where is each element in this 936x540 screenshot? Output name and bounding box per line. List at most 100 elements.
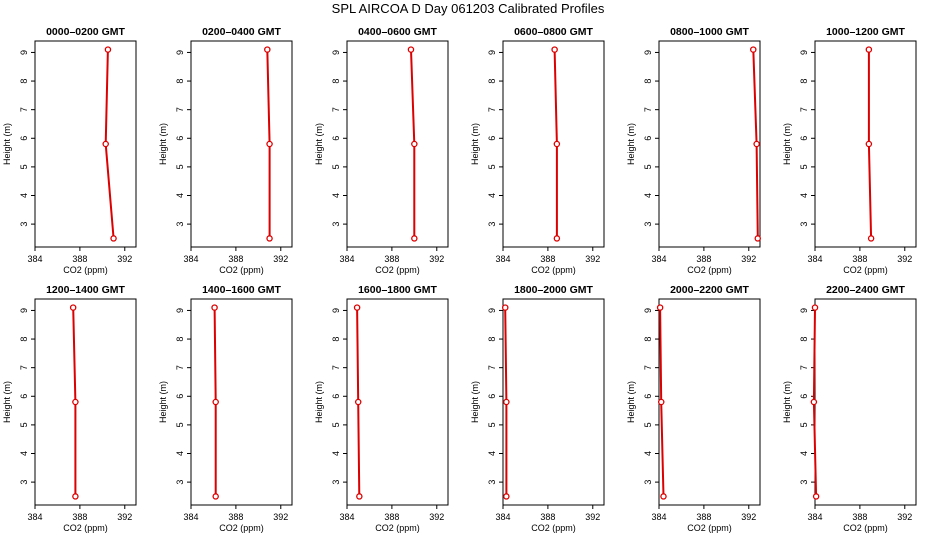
y-tick-label: 9 (331, 50, 341, 55)
data-point (503, 398, 510, 406)
panel-title: 0000–0200 GMT (46, 26, 125, 38)
data-point (69, 304, 77, 311)
data-point (865, 140, 873, 148)
panel-2: 0200–0400 GMT 384 388 392 3 4 5 6 7 8 9 CO2 (ppm) He… (158, 26, 293, 275)
y-axis-label: Height (m) (626, 381, 636, 423)
x-axis-label: CO2 (ppm) (63, 265, 108, 275)
data-point (212, 493, 219, 500)
y-tick-label: 7 (487, 107, 497, 112)
data-point (553, 140, 561, 148)
data-point (266, 235, 273, 242)
plot-frame (658, 298, 761, 506)
y-tick-label: 9 (175, 50, 185, 55)
y-tick-label: 4 (19, 193, 29, 198)
y-tick-label: 6 (19, 136, 29, 141)
x-axis-label: CO2 (ppm) (531, 265, 576, 275)
y-tick-label: 9 (487, 50, 497, 55)
x-tick-label: 392 (897, 254, 912, 264)
y-tick-label: 8 (175, 79, 185, 84)
panel-10: 1800–2000 GMT 384 388 392 3 4 5 6 7 8 9 CO2 (ppm) He… (470, 284, 605, 533)
y-tick-label: 9 (799, 308, 809, 313)
plot-frame (346, 40, 449, 248)
x-tick-label: 384 (339, 512, 354, 522)
panel-title: 0800–1000 GMT (670, 26, 749, 38)
y-tick-label: 5 (175, 422, 185, 427)
panel-6: 1000–1200 GMT 384 388 392 3 4 5 6 7 8 9 CO2 (ppm) He… (782, 26, 917, 275)
y-tick-label: 5 (487, 422, 497, 427)
x-axis-label: CO2 (ppm) (219, 523, 264, 533)
panel-title: 1800–2000 GMT (514, 284, 593, 296)
y-tick-label: 9 (175, 308, 185, 313)
x-tick-label: 388 (696, 512, 711, 522)
y-tick-label: 4 (487, 451, 497, 456)
data-point (503, 493, 510, 500)
y-tick-label: 6 (643, 136, 653, 141)
y-tick-label: 7 (175, 107, 185, 112)
plot-frame (502, 40, 605, 248)
x-axis-label: CO2 (ppm) (843, 523, 888, 533)
y-tick-label: 5 (19, 164, 29, 169)
y-tick-label: 4 (175, 451, 185, 456)
y-tick-label: 6 (19, 394, 29, 399)
y-tick-label: 8 (19, 79, 29, 84)
x-tick-label: 384 (27, 512, 42, 522)
plot-frame (190, 40, 293, 248)
y-tick-label: 4 (331, 193, 341, 198)
data-point (754, 235, 762, 242)
panel-4: 0600–0800 GMT 384 388 392 3 4 5 6 7 8 9 CO2 (ppm) He… (470, 26, 605, 275)
y-tick-label: 7 (643, 107, 653, 112)
y-tick-label: 9 (19, 50, 29, 55)
y-tick-label: 3 (643, 222, 653, 227)
x-axis-label: CO2 (ppm) (843, 265, 888, 275)
x-tick-label: 384 (807, 254, 822, 264)
y-tick-label: 6 (175, 136, 185, 141)
y-tick-label: 6 (487, 394, 497, 399)
data-point (407, 46, 415, 53)
panel-title: 0200–0400 GMT (202, 26, 281, 38)
data-point (812, 493, 820, 500)
y-tick-label: 8 (331, 79, 341, 84)
x-axis-label: CO2 (ppm) (531, 523, 576, 533)
y-tick-label: 4 (643, 193, 653, 198)
y-tick-label: 8 (799, 79, 809, 84)
y-tick-label: 3 (487, 480, 497, 485)
x-tick-label: 384 (807, 512, 822, 522)
y-tick-label: 5 (19, 422, 29, 427)
y-tick-label: 8 (643, 337, 653, 342)
x-tick-label: 384 (339, 254, 354, 264)
panel-9: 1600–1800 GMT 384 388 392 3 4 5 6 7 8 9 CO2 (ppm) He… (314, 284, 449, 533)
y-tick-label: 3 (487, 222, 497, 227)
y-tick-label: 3 (19, 222, 29, 227)
y-tick-label: 9 (643, 308, 653, 313)
y-tick-label: 9 (19, 308, 29, 313)
y-tick-label: 4 (487, 193, 497, 198)
data-point (811, 304, 819, 311)
data-point (656, 304, 664, 311)
y-tick-label: 3 (799, 480, 809, 485)
x-tick-label: 392 (117, 512, 132, 522)
plot-frame (190, 298, 293, 506)
plot-frame (814, 40, 917, 248)
x-tick-label: 388 (540, 254, 555, 264)
y-tick-label: 4 (799, 451, 809, 456)
y-tick-label: 6 (175, 394, 185, 399)
y-axis-label: Height (m) (2, 381, 12, 423)
data-point (354, 398, 362, 406)
y-tick-label: 7 (331, 365, 341, 370)
y-tick-label: 4 (19, 451, 29, 456)
y-tick-label: 9 (643, 50, 653, 55)
x-tick-label: 384 (495, 254, 510, 264)
panel-7: 1200–1400 GMT 384 388 392 3 4 5 6 7 8 9 CO2 (ppm) He… (2, 284, 137, 533)
y-tick-label: 5 (331, 164, 341, 169)
x-tick-label: 388 (72, 254, 87, 264)
plot-frame (34, 40, 137, 248)
y-tick-label: 7 (19, 365, 29, 370)
panel-3: 0400–0600 GMT 384 388 392 3 4 5 6 7 8 9 CO2 (ppm) He… (314, 26, 449, 275)
x-axis-label: CO2 (ppm) (687, 265, 732, 275)
plot-frame (658, 40, 761, 248)
x-axis-label: CO2 (ppm) (687, 523, 732, 533)
data-point (551, 46, 558, 53)
x-tick-label: 388 (852, 254, 867, 264)
y-tick-label: 8 (487, 79, 497, 84)
y-axis-label: Height (m) (158, 381, 168, 423)
